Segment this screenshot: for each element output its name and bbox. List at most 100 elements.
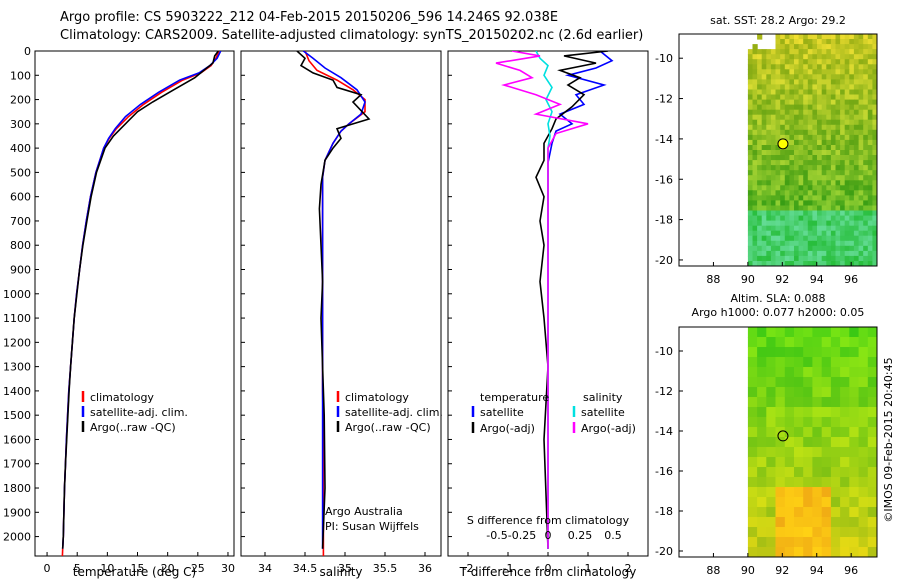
sst-map-cell — [853, 235, 860, 242]
sst-map-cell — [867, 119, 873, 126]
sst-map-cell — [789, 235, 795, 242]
sla-map-cell — [821, 527, 832, 538]
sst-map-cell — [872, 240, 877, 247]
sst-map-cell — [849, 165, 855, 171]
sst-map-cell — [747, 134, 754, 141]
sst-map-cell — [826, 160, 832, 166]
sla-map-cell — [867, 437, 877, 448]
sst-map-cell — [867, 145, 873, 151]
sst-map-cell — [840, 240, 846, 247]
sst-map-cell — [849, 145, 855, 151]
sla-map-cell — [812, 347, 823, 358]
sst-map-cell — [817, 205, 823, 212]
sla-map-cell — [775, 347, 786, 358]
sla-map-cell — [794, 537, 804, 548]
sst-map-cell — [830, 145, 837, 151]
sst-map-cell — [766, 210, 772, 217]
sst-map-xtick-label: 92 — [775, 273, 789, 286]
temperature-ytick-label: 1000 — [3, 288, 31, 301]
sst-map-cell — [803, 225, 809, 232]
sst-map-cell — [757, 119, 763, 126]
sst-map-cell — [817, 54, 823, 60]
sst-map-cell — [867, 165, 873, 171]
sst-map-cell — [830, 119, 837, 126]
sst-map-cell — [863, 129, 869, 136]
sst-map-cell — [826, 165, 832, 171]
sla-map-title-line: Argo h1000: 0.077 h2000: 0.05 — [692, 306, 865, 319]
sst-map-cell — [817, 235, 823, 242]
sst-map-cell — [821, 160, 827, 166]
sst-map-cell — [784, 150, 790, 156]
sst-map-cell — [840, 84, 846, 90]
sst-map-cell — [817, 185, 823, 191]
sst-map-cell — [770, 220, 777, 227]
sst-map-cell — [798, 160, 804, 166]
sst-map-cell — [872, 235, 877, 242]
sla-map-cell — [858, 487, 869, 498]
sst-map-cell — [752, 261, 758, 266]
sst-map-cell — [757, 124, 763, 131]
sst-map-cell — [844, 124, 850, 131]
sst-map-cell — [835, 215, 841, 222]
sla-map-cell — [849, 397, 860, 408]
sla-map-cell — [812, 387, 823, 398]
sla-map-cell — [803, 397, 813, 408]
sla-map-cell — [867, 337, 877, 348]
sst-map-cell — [766, 245, 772, 252]
difference-S-xlabel: S difference from climatology — [467, 514, 630, 527]
sst-map-cell — [761, 79, 767, 85]
sst-map-cell — [830, 114, 837, 121]
sla-map-cell — [803, 477, 813, 488]
sla-map-cell — [766, 487, 777, 498]
sst-map-cell — [858, 240, 864, 247]
sst-map-cell — [844, 69, 850, 75]
sst-map-cell — [858, 114, 864, 121]
sst-map-cell — [840, 195, 846, 201]
sst-map-cell — [747, 69, 754, 75]
sst-map-cell — [830, 210, 837, 217]
sla-map-cell — [757, 377, 767, 388]
sst-map-cell — [747, 109, 754, 116]
sst-map-cell — [826, 261, 832, 266]
sst-map-cell — [826, 84, 832, 90]
sla-map-cell — [775, 467, 786, 478]
sst-map-cell — [826, 210, 832, 217]
sst-map-cell — [803, 49, 809, 55]
sst-map-cell — [835, 210, 841, 217]
sla-map-cell — [803, 377, 813, 388]
sst-map-cell — [830, 245, 837, 252]
sst-map-cell — [803, 109, 809, 116]
sst-map-cell — [757, 215, 763, 222]
sst-map-cell — [821, 139, 827, 146]
sst-map-cell — [807, 49, 813, 55]
temperature-ytick-label: 600 — [10, 191, 31, 204]
sst-map-cell — [784, 134, 790, 141]
sst-map-cell — [747, 99, 754, 106]
sst-map-cell — [789, 190, 795, 196]
sla-map-cell — [803, 447, 813, 458]
sla-map-cell — [794, 497, 804, 508]
sst-map-cell — [761, 215, 767, 222]
sla-map-cell — [849, 377, 860, 388]
sst-map-cell — [826, 79, 832, 85]
sst-map-cell — [840, 124, 846, 131]
sst-map-cell — [817, 69, 823, 75]
sst-map-cell — [853, 170, 860, 176]
sst-map-cell — [775, 220, 781, 227]
sst-map-cell — [757, 185, 763, 191]
sst-map-cell — [807, 205, 813, 212]
sst-map-cell — [858, 220, 864, 227]
sst-map-cell — [803, 195, 809, 201]
sla-map-xtick-label: 90 — [741, 564, 755, 577]
sla-map-cell — [867, 487, 877, 498]
sst-map-cell — [770, 225, 777, 232]
sst-map-cell — [849, 114, 855, 121]
sst-map-cell — [803, 255, 809, 262]
sst-map-cell — [757, 129, 763, 136]
sla-map-cell — [766, 377, 777, 388]
sst-map-cell — [863, 119, 869, 126]
sla-map-cell — [849, 387, 860, 398]
sst-map-cell — [840, 49, 846, 55]
sst-map-cell — [844, 134, 850, 141]
sst-map-cell — [761, 129, 767, 136]
